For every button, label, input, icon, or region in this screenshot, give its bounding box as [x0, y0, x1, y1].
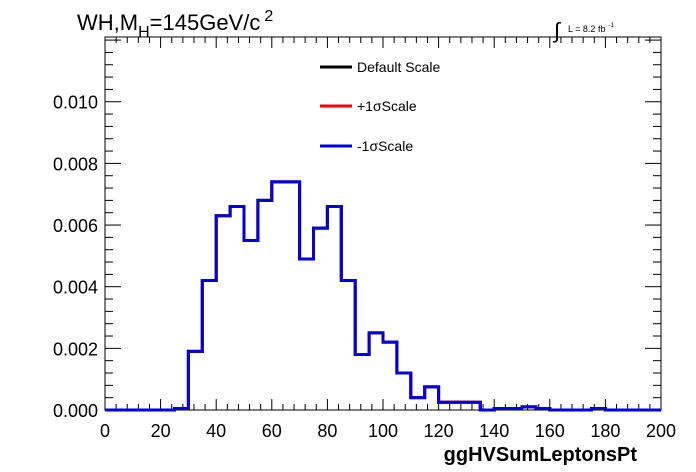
y-axis-ticks: 0.000 0.002 0.004 0.006 0.008 0.010	[53, 39, 661, 421]
x-tick-label: 20	[151, 421, 171, 441]
legend: Default Scale +1σScale -1σScale	[320, 59, 440, 154]
legend-label-default: Default Scale	[357, 59, 440, 75]
title-superscript: 2	[264, 8, 273, 25]
x-tick-label: 40	[206, 421, 226, 441]
x-axis-label: ggHVSumLeptonsPt	[444, 444, 638, 466]
y-tick-label: 0.010	[53, 93, 98, 113]
lumi-label: L = 8.2 fb -1	[568, 23, 614, 34]
y-tick-label: 0.000	[53, 401, 98, 421]
series-layer	[105, 180, 661, 412]
x-tick-label: 180	[590, 421, 620, 441]
lumi-superscript: -1	[608, 23, 614, 29]
series-line-2	[105, 180, 661, 412]
title-tail: =145GeV/c	[150, 10, 261, 35]
title-main: WH,M	[77, 10, 138, 35]
lumi-integral-sign: ∫	[552, 18, 562, 43]
x-tick-label: 160	[535, 421, 565, 441]
x-tick-label: 120	[424, 421, 454, 441]
chart-title: WH,MH=145GeV/c 2	[77, 8, 273, 41]
x-tick-label: 0	[100, 421, 110, 441]
legend-label-plus: +1σScale	[357, 98, 417, 114]
x-axis-ticks: 0 20 40 60 80 100 120 140 160 180 200	[100, 37, 676, 441]
x-tick-label: 200	[646, 421, 676, 441]
x-tick-label: 80	[317, 421, 337, 441]
y-tick-label: 0.006	[53, 216, 98, 236]
x-tick-label: 140	[479, 421, 509, 441]
title-subscript: H	[138, 24, 150, 41]
y-tick-label: 0.008	[53, 154, 98, 174]
lumi-text: L = 8.2 fb	[568, 24, 605, 34]
x-tick-label: 100	[368, 421, 398, 441]
legend-label-minus: -1σScale	[357, 138, 413, 154]
x-tick-label: 60	[262, 421, 282, 441]
y-tick-label: 0.004	[53, 278, 98, 298]
y-tick-label: 0.002	[53, 339, 98, 359]
